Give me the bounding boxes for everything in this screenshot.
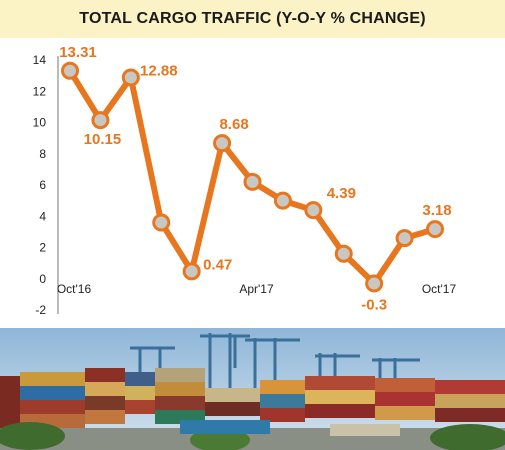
data-label: 0.47 <box>203 256 232 273</box>
data-label: 4.39 <box>327 185 356 202</box>
line-chart: 14 12 10 8 6 4 2 0 -2 Oct'16 Apr'17 Oct'17 13.31 10.1… <box>33 44 457 317</box>
data-point <box>243 172 262 191</box>
data-label: 3.18 <box>422 202 451 219</box>
y-tick-label: -2 <box>35 303 46 317</box>
y-tick-label: 2 <box>39 241 46 255</box>
data-point <box>273 191 292 210</box>
chart-area: 14 12 10 8 6 4 2 0 -2 Oct'16 Apr'17 Oct'17 13.31 10.1… <box>0 38 505 328</box>
data-point <box>365 274 384 293</box>
port-cargo-containers-image <box>0 328 505 450</box>
y-tick-label: 12 <box>33 84 47 98</box>
data-point <box>91 111 110 130</box>
data-point <box>334 244 353 263</box>
data-point <box>152 213 171 232</box>
y-tick-label: 6 <box>39 178 46 192</box>
data-label: 8.68 <box>219 116 248 133</box>
x-tick-label: Oct'16 <box>57 282 92 296</box>
data-label: 13.31 <box>59 44 97 61</box>
x-tick-label: Oct'17 <box>422 282 457 296</box>
data-point <box>182 262 201 281</box>
title-bar: TOTAL CARGO TRAFFIC (Y-O-Y % CHANGE) <box>0 0 505 38</box>
x-tick-label: Apr'17 <box>239 282 274 296</box>
data-point <box>61 61 79 80</box>
data-point <box>426 220 444 239</box>
data-point <box>304 201 323 220</box>
data-label: -0.3 <box>361 296 387 313</box>
chart-title: TOTAL CARGO TRAFFIC (Y-O-Y % CHANGE) <box>79 10 426 27</box>
data-point <box>395 229 414 248</box>
port-photo-illustration <box>0 328 505 450</box>
data-point <box>213 134 232 153</box>
y-tick-label: 8 <box>39 147 46 161</box>
data-label: 10.15 <box>84 131 122 148</box>
y-tick-label: 4 <box>39 209 46 223</box>
y-tick-label: 0 <box>39 272 46 286</box>
y-tick-label: 10 <box>33 116 47 130</box>
data-point <box>121 68 140 87</box>
y-tick-label: 14 <box>33 53 47 67</box>
data-label: 12.88 <box>140 63 178 80</box>
